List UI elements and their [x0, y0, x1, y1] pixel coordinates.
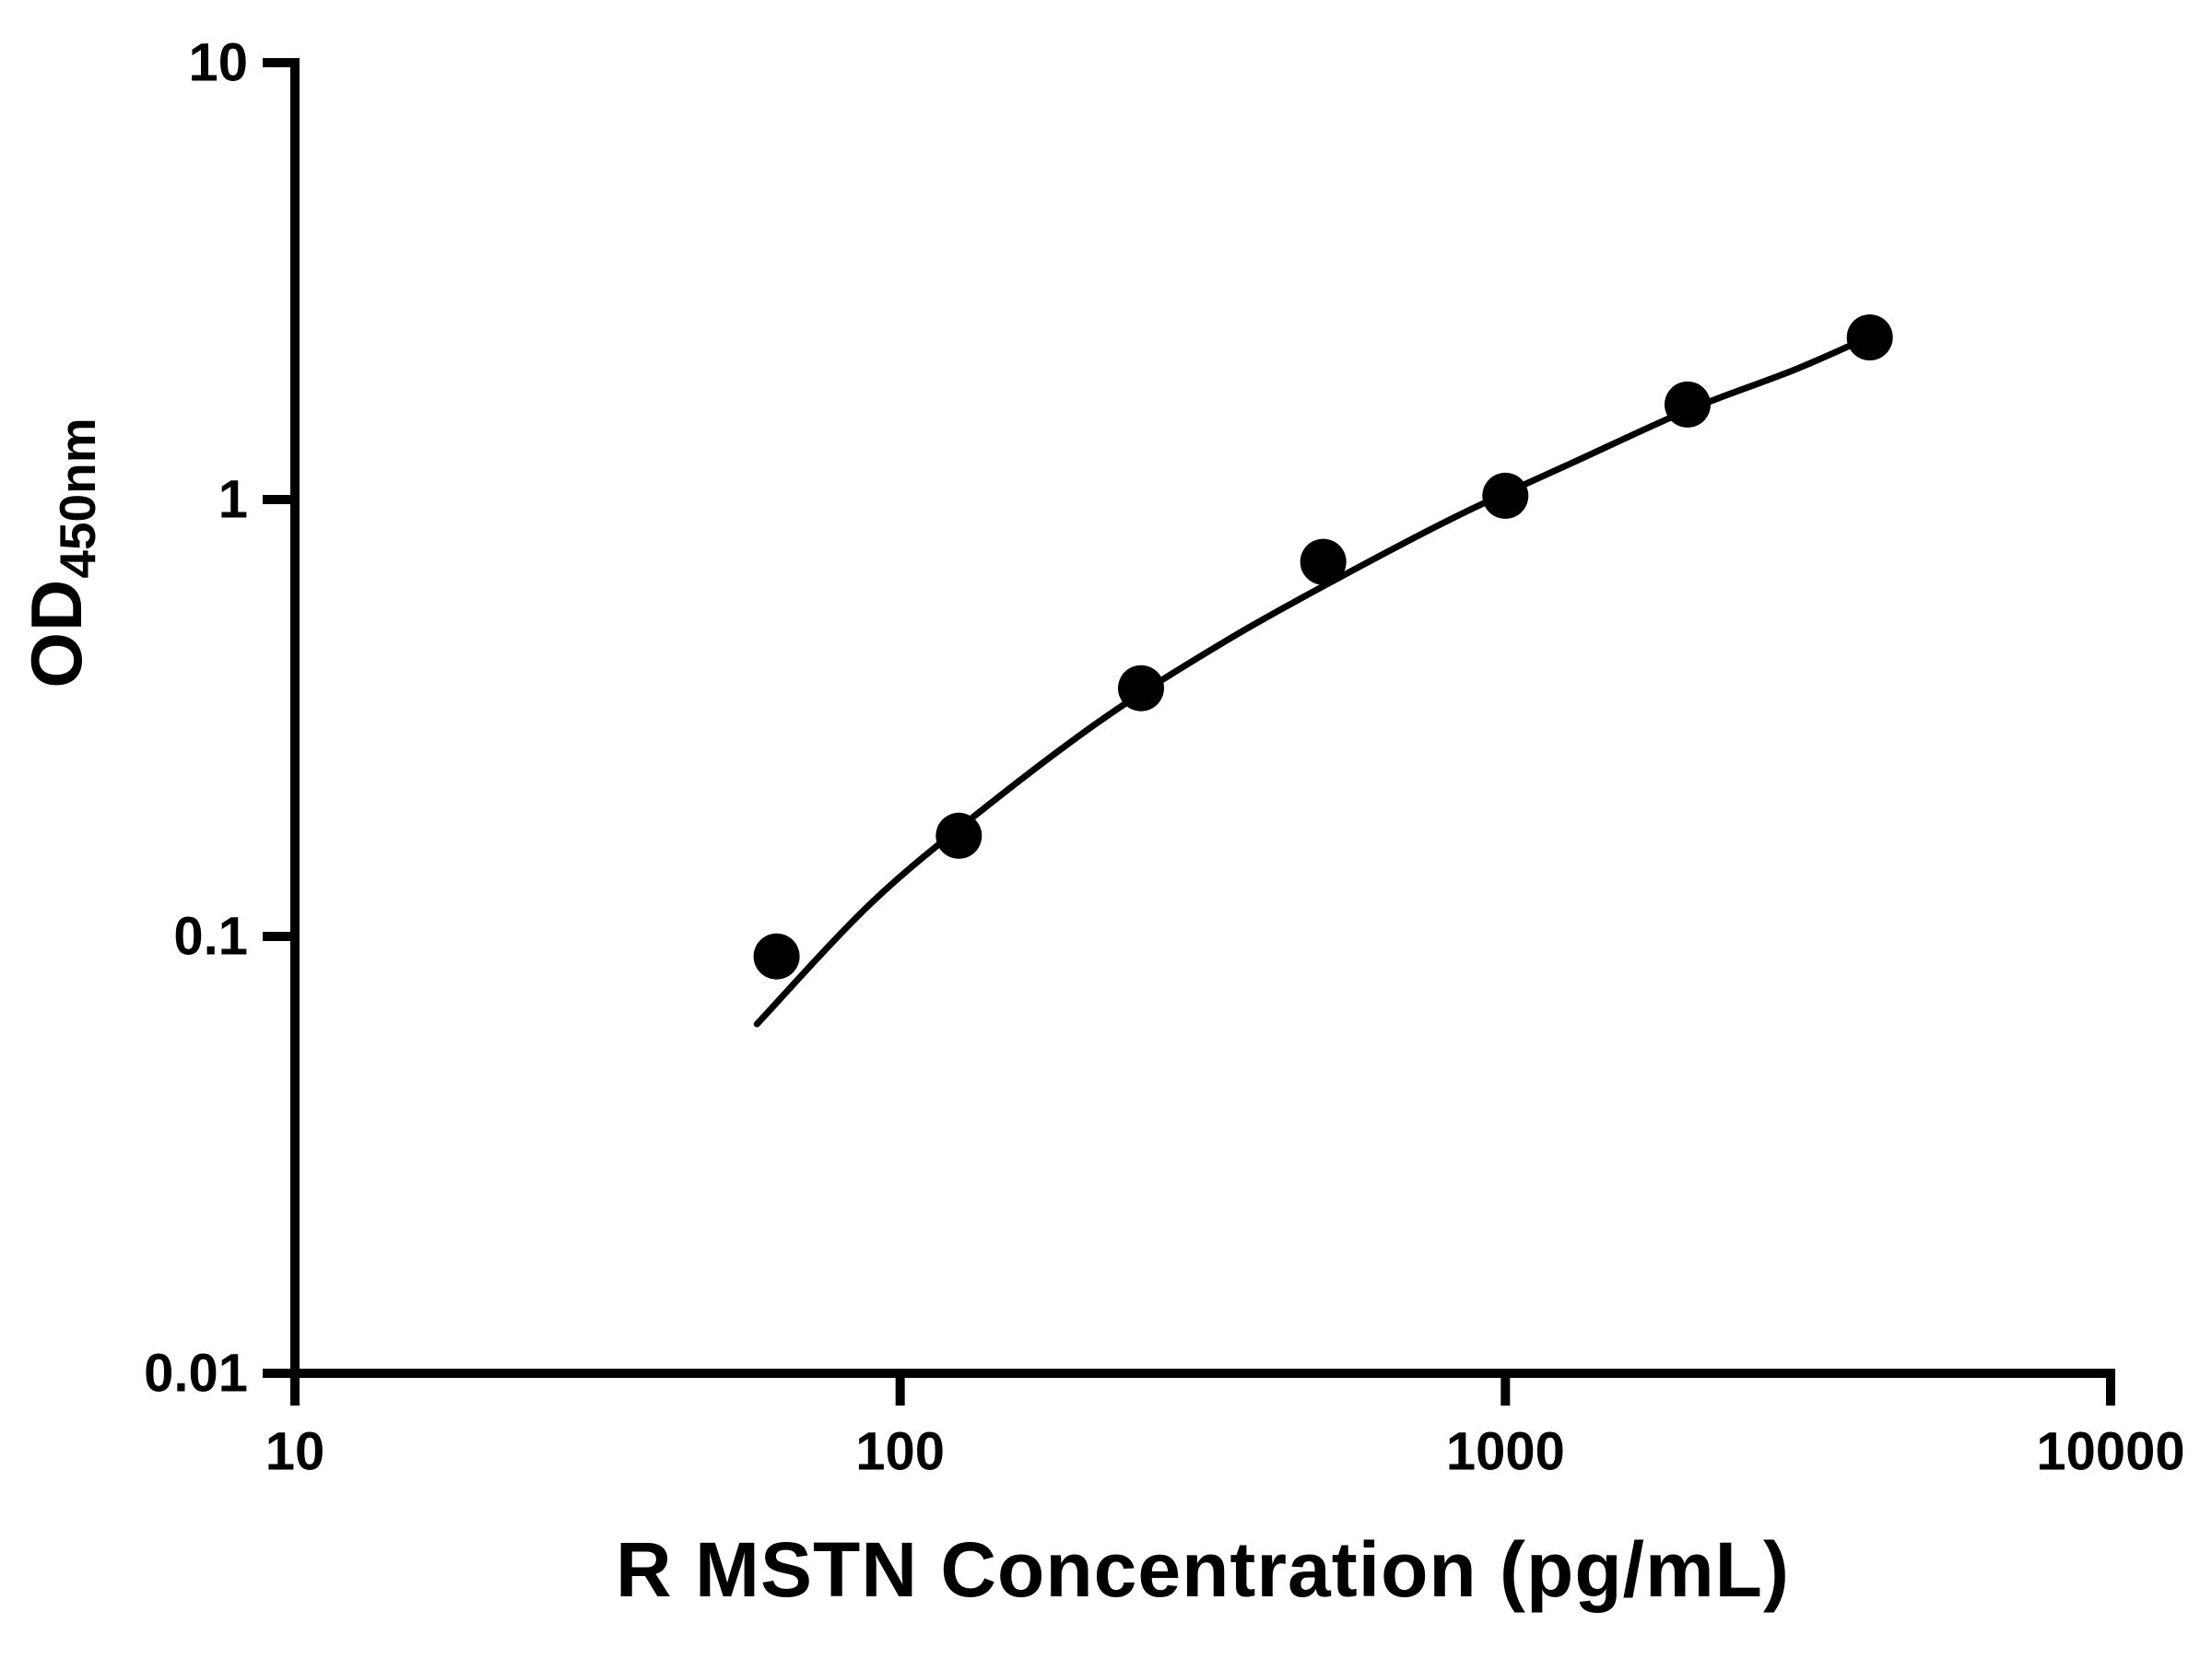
- x-axis-title: R MSTN Concentration (pg/mL): [616, 1526, 1790, 1613]
- y-axis-tick-label: 10: [188, 33, 248, 93]
- data-point-marker: [1846, 314, 1893, 361]
- y-axis-tick-label: 1: [218, 470, 248, 530]
- y-axis-tick-label: 0.1: [173, 907, 248, 967]
- y-axis-title: OD450nm: [15, 418, 107, 688]
- data-point-marker: [1665, 381, 1711, 428]
- x-axis-tick-label: 1000: [1446, 1422, 1565, 1482]
- y-axis-tick-label: 0.01: [144, 1344, 248, 1404]
- y-axis-title-subscript: 450nm: [49, 418, 106, 579]
- data-point-marker: [1118, 665, 1164, 712]
- x-axis-tick-label: 10: [265, 1422, 325, 1482]
- data-point-marker: [935, 812, 982, 859]
- data-point-marker: [1300, 538, 1347, 585]
- standard-curve-fit-line: [753, 333, 1874, 1028]
- data-point-marker: [1482, 472, 1529, 519]
- x-axis-tick-label: 10000: [2036, 1422, 2184, 1482]
- y-axis-title-main: OD: [16, 578, 97, 688]
- data-point-marker: [753, 933, 800, 980]
- x-axis-tick-label: 100: [855, 1422, 945, 1482]
